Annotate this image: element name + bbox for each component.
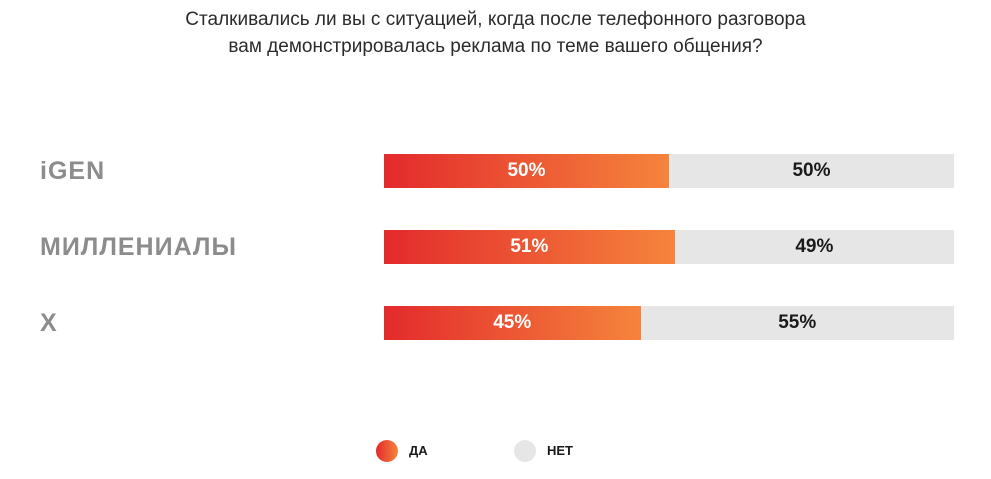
chart-title-line-1: Сталкивались ли вы с ситуацией, когда по… — [185, 9, 806, 30]
chart-title: Сталкивались ли вы с ситуацией, когда по… — [0, 6, 991, 60]
legend-label-yes: ДА — [409, 443, 428, 458]
bar-track-igen: 50% 50% — [384, 154, 954, 188]
bar-yes-x — [384, 306, 641, 340]
bar-track-millennials: 51% 49% — [384, 230, 954, 264]
category-label-millennials: МИЛЛЕНИАЛЫ — [40, 233, 237, 261]
value-label-yes-millennials: 51% — [510, 236, 549, 257]
bar-yes-igen — [384, 154, 669, 188]
value-label-yes-x: 45% — [493, 312, 532, 333]
chart-title-line-2: вам демонстрировалась реклама по теме ва… — [228, 36, 763, 57]
category-label-x: X — [40, 309, 58, 337]
legend-swatch-yes — [376, 440, 398, 462]
value-label-no-millennials: 49% — [795, 236, 834, 257]
value-label-no-igen: 50% — [792, 160, 831, 181]
legend-label-no: НЕТ — [547, 443, 573, 458]
value-label-no-x: 55% — [778, 312, 817, 333]
bar-yes-millennials — [384, 230, 675, 264]
legend-swatch-no — [514, 440, 536, 462]
value-label-yes-igen: 50% — [507, 160, 546, 181]
bar-track-x: 45% 55% — [384, 306, 954, 340]
category-label-igen: iGEN — [40, 157, 106, 185]
